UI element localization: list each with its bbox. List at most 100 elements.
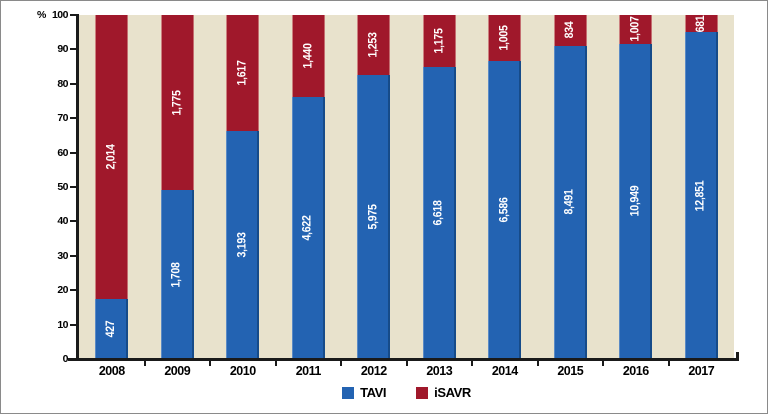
bar-2015: 834 8,491	[553, 15, 587, 359]
x-axis-line	[68, 358, 739, 361]
legend-item-isavr: iSAVR	[416, 385, 471, 400]
bar-segment-tavi-2016: 10,949	[619, 43, 653, 359]
x-tick-9	[667, 361, 670, 366]
bar-value-isavr-2010: 1,617	[236, 60, 249, 86]
bar-value-isavr-2016: 1,007	[629, 16, 642, 43]
x-category-label-2013: 2013	[426, 364, 453, 378]
y-tick-10	[70, 323, 76, 326]
bar-value-tavi-2017: 12,851	[694, 180, 707, 212]
y-tick-label-100: 100	[51, 9, 69, 21]
x-category-label-2009: 2009	[164, 364, 191, 378]
legend-label-isavr: iSAVR	[434, 385, 471, 400]
bar-value-tavi-2011: 4,622	[301, 215, 314, 241]
bar-value-isavr-2009: 1,775	[171, 90, 184, 116]
bar-value-tavi-2010: 3,193	[236, 232, 249, 258]
y-tick-label-90: 90	[57, 43, 68, 56]
x-category-label-2012: 2012	[360, 364, 387, 378]
y-axis-unit-label: %	[37, 9, 47, 21]
bar-2011: 1,440 4,622	[291, 15, 325, 359]
bar-value-isavr-2013: 1,175	[433, 28, 446, 54]
bar-segment-isavr-2014: 1,005	[488, 15, 522, 61]
x-category-label-2016: 2016	[622, 364, 649, 378]
bar-value-isavr-2008: 2,014	[105, 144, 118, 170]
x-category-label-2010: 2010	[229, 364, 256, 378]
bar-value-isavr-2012: 1,253	[367, 32, 380, 58]
legend: TAVI iSAVR	[79, 385, 734, 400]
y-tick-label-10: 10	[57, 318, 68, 331]
x-category-label-2015: 2015	[557, 364, 584, 378]
bar-segment-tavi-2014: 6,586	[488, 60, 522, 359]
x-category-label-2017: 2017	[688, 364, 715, 378]
y-tick-label-80: 80	[57, 77, 68, 90]
bar-segment-isavr-2015: 834	[553, 15, 587, 46]
x-category-label-2014: 2014	[491, 364, 518, 378]
bar-segment-tavi-2010: 3,193	[226, 130, 260, 359]
y-tick-30	[70, 254, 76, 257]
y-tick-0	[70, 358, 76, 360]
x-tick-6	[471, 361, 473, 366]
bar-value-tavi-2013: 6,618	[432, 200, 445, 226]
y-tick-100	[70, 14, 76, 16]
bar-value-isavr-2015: 834	[564, 21, 577, 39]
y-tick-label-30: 30	[57, 249, 68, 262]
bar-2008: 2,014 427	[95, 15, 129, 359]
y-tick-70	[70, 117, 76, 120]
y-tick-60	[70, 151, 76, 154]
bar-segment-tavi-2009: 1,708	[160, 190, 194, 359]
bar-2014: 1,005 6,586	[488, 15, 522, 359]
y-tick-90	[70, 48, 76, 51]
bar-segment-isavr-2008: 2,014	[95, 15, 129, 299]
y-tick-40	[70, 220, 76, 223]
bar-value-tavi-2015: 8,491	[563, 189, 576, 215]
bar-2012: 1,253 5,975	[357, 15, 391, 359]
y-tick-label-60: 60	[57, 146, 68, 159]
x-tick-8	[602, 361, 604, 366]
bar-value-tavi-2009: 1,708	[170, 262, 183, 288]
bar-segment-isavr-2010: 1,617	[226, 15, 260, 131]
y-tick-80	[70, 82, 76, 85]
bar-value-tavi-2012: 5,975	[367, 204, 380, 230]
bar-2016: 1,007 10,949	[619, 15, 653, 359]
bar-segment-tavi-2008: 427	[95, 298, 129, 359]
bar-segment-isavr-2013: 1,175	[422, 15, 456, 67]
legend-label-tavi: TAVI	[360, 385, 387, 400]
bar-segment-isavr-2016: 1,007	[619, 15, 653, 44]
x-tick-5	[405, 361, 408, 366]
y-tick-20	[70, 289, 76, 292]
bar-segment-isavr-2009: 1,775	[160, 15, 194, 191]
bar-segment-tavi-2013: 6,618	[422, 66, 456, 359]
bar-value-tavi-2014: 6,586	[498, 197, 511, 223]
x-category-label-2011: 2011	[295, 364, 322, 378]
x-axis-end-tick	[736, 352, 739, 361]
x-tick-2	[209, 361, 211, 366]
bar-segment-tavi-2015: 8,491	[553, 45, 587, 359]
x-tick-7	[536, 361, 539, 366]
bar-value-tavi-2008: 427	[105, 320, 118, 338]
bar-value-isavr-2017: 681	[695, 15, 708, 33]
y-tick-label-20: 20	[57, 284, 68, 297]
x-tick-4	[340, 361, 342, 366]
bar-value-isavr-2011: 1,440	[302, 43, 315, 69]
x-tick-3	[274, 361, 277, 366]
bar-2017: 681 12,851	[684, 15, 718, 359]
legend-item-tavi: TAVI	[342, 385, 387, 400]
bar-2010: 1,617 3,193	[226, 15, 260, 359]
bar-segment-isavr-2012: 1,253	[357, 15, 391, 75]
y-axis-line	[76, 14, 79, 361]
x-category-label-2008: 2008	[98, 364, 125, 378]
bar-segment-isavr-2011: 1,440	[291, 15, 325, 97]
bar-value-tavi-2016: 10,949	[629, 186, 642, 217]
bar-2013: 1,175 6,618	[422, 15, 456, 359]
y-tick-label-70: 70	[57, 112, 68, 125]
bar-segment-tavi-2017: 12,851	[684, 32, 718, 359]
legend-swatch-tavi	[342, 386, 355, 399]
y-tick-label-0: 0	[62, 353, 69, 365]
y-tick-label-50: 50	[57, 181, 68, 193]
bar-segment-tavi-2011: 4,622	[291, 96, 325, 359]
bar-segment-tavi-2012: 5,975	[357, 74, 391, 359]
bar-segment-isavr-2017: 681	[684, 15, 718, 33]
plot-area: 2,014 427 1,775 1,708 1,617 3,193 1,440 4,622 1,…	[79, 15, 734, 359]
bar-2009: 1,775 1,708	[160, 15, 194, 359]
y-tick-label-40: 40	[57, 215, 68, 228]
